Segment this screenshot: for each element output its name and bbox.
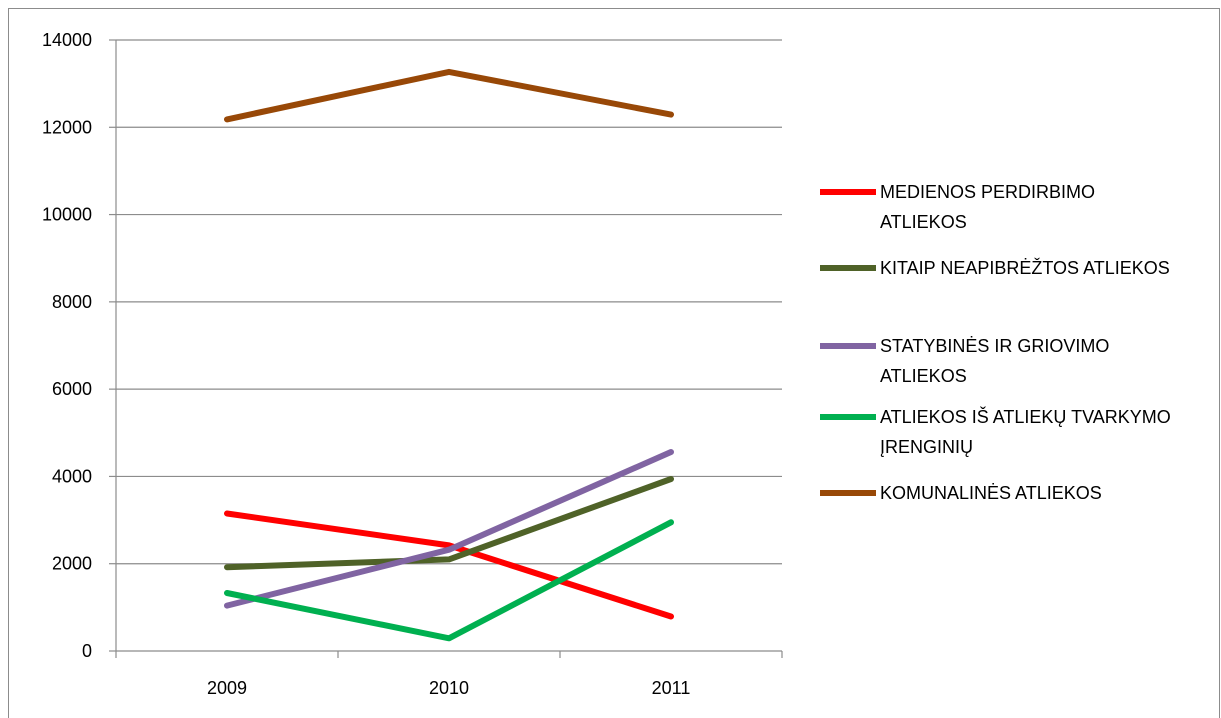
y-tick-label: 2000 — [52, 554, 92, 574]
y-tick-label: 4000 — [52, 466, 92, 486]
x-tick-label: 2011 — [652, 678, 691, 698]
chart-area-border — [8, 8, 1220, 718]
series-line-4 — [224, 519, 674, 642]
legend: MEDIENOS PERDIRBIMO ATLIEKOS KITAIP NEAPIB… — [820, 182, 1171, 503]
y-tick-label: 14000 — [42, 30, 92, 50]
series-line-5 — [224, 68, 674, 123]
legend-label: STATYBINĖS IR GRIOVIMO — [880, 336, 1109, 356]
y-tick-label: 12000 — [42, 117, 92, 137]
x-tick-label: 2010 — [429, 678, 469, 698]
x-tick-label: 2009 — [207, 678, 247, 698]
axes — [109, 39, 783, 658]
y-tick-label: 8000 — [52, 292, 92, 312]
y-tick-label: 10000 — [42, 205, 92, 225]
legend-label: ĮRENGINIŲ — [880, 437, 973, 457]
y-axis-tick-labels: 0 2000 4000 6000 8000 10000 12000 14000 — [42, 30, 92, 661]
series-lines — [224, 68, 674, 642]
y-tick-label: 0 — [82, 641, 92, 661]
legend-label: ATLIEKOS IŠ ATLIEKŲ TVARKYMO — [880, 406, 1171, 427]
gridlines — [116, 39, 782, 565]
x-axis-tick-labels: 2009 2010 2011 — [207, 678, 690, 698]
legend-label: ATLIEKOS — [880, 212, 967, 232]
y-tick-label: 6000 — [52, 379, 92, 399]
series-line-2 — [224, 476, 674, 571]
legend-label: ATLIEKOS — [880, 366, 967, 386]
legend-label: KOMUNALINĖS ATLIEKOS — [880, 483, 1102, 503]
legend-label: MEDIENOS PERDIRBIMO — [880, 182, 1095, 202]
series-line-3 — [224, 449, 674, 609]
legend-label: KITAIP NEAPIBRĖŽTOS ATLIEKOS — [880, 258, 1170, 278]
series-line-1 — [224, 510, 674, 620]
